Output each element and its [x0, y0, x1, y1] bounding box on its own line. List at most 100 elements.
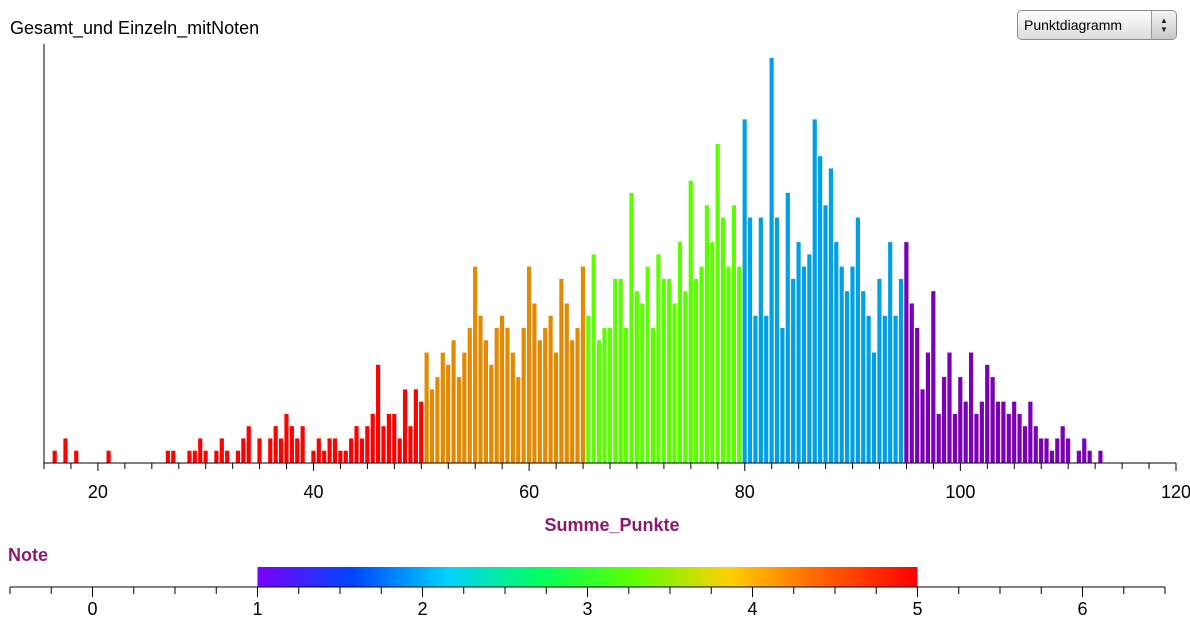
histogram-bar[interactable] — [225, 450, 230, 463]
histogram-bar[interactable] — [898, 278, 904, 463]
histogram-bar[interactable] — [392, 413, 397, 463]
histogram-bar[interactable] — [1039, 438, 1044, 463]
histogram-bar[interactable] — [516, 377, 521, 463]
histogram-bar[interactable] — [505, 328, 510, 463]
histogram-bar[interactable] — [257, 438, 262, 463]
histogram-bar[interactable] — [694, 278, 699, 463]
histogram-bar[interactable] — [855, 217, 860, 463]
histogram-bar[interactable] — [467, 328, 472, 463]
dropdown-stepper-arrows[interactable]: ▲ ▼ — [1151, 11, 1176, 39]
histogram-bar[interactable] — [1033, 426, 1038, 463]
histogram-bar[interactable] — [198, 438, 203, 463]
histogram-bar[interactable] — [1098, 450, 1103, 463]
histogram-bar[interactable] — [424, 352, 429, 463]
histogram-bar[interactable] — [591, 254, 596, 463]
histogram-bar[interactable] — [904, 242, 909, 463]
histogram-bar[interactable] — [370, 413, 375, 463]
chart-type-dropdown[interactable]: Punktdiagramm ▲ ▼ — [1017, 10, 1177, 40]
histogram-bar[interactable] — [553, 352, 559, 463]
histogram-bar[interactable] — [623, 328, 629, 463]
histogram-bar[interactable] — [688, 180, 693, 464]
histogram-bar[interactable] — [607, 328, 612, 463]
histogram-bar[interactable] — [1044, 438, 1049, 463]
histogram-bar[interactable] — [494, 328, 499, 463]
histogram-bar[interactable] — [413, 389, 418, 463]
histogram-bar[interactable] — [1049, 450, 1055, 463]
histogram-bar[interactable] — [402, 389, 408, 463]
histogram-bar[interactable] — [397, 438, 402, 463]
histogram-bar[interactable] — [758, 217, 763, 463]
histogram-bar[interactable] — [942, 377, 947, 463]
histogram-bar[interactable] — [440, 352, 445, 463]
histogram-bar[interactable] — [74, 450, 79, 463]
histogram-bar[interactable] — [235, 450, 241, 463]
histogram-bar[interactable] — [284, 413, 289, 463]
histogram-bar[interactable] — [629, 193, 634, 463]
histogram-bar[interactable] — [537, 340, 542, 463]
histogram-bar[interactable] — [737, 266, 742, 463]
histogram-bar[interactable] — [704, 205, 710, 463]
histogram-bar[interactable] — [834, 242, 839, 463]
histogram-bar[interactable] — [958, 377, 963, 463]
histogram-bar[interactable] — [807, 254, 812, 463]
histogram-bar[interactable] — [753, 315, 758, 463]
histogram-bar[interactable] — [419, 401, 424, 463]
histogram-bar[interactable] — [1006, 413, 1011, 463]
histogram-bar[interactable] — [456, 377, 462, 463]
histogram-bar[interactable] — [376, 364, 381, 463]
histogram-bar[interactable] — [785, 193, 790, 463]
histogram-bar[interactable] — [791, 278, 796, 463]
histogram-bar[interactable] — [580, 266, 586, 463]
histogram-bar[interactable] — [435, 377, 440, 463]
histogram-bar[interactable] — [462, 352, 467, 463]
histogram-bar[interactable] — [645, 266, 650, 463]
histogram-bar[interactable] — [925, 352, 931, 463]
histogram-bar[interactable] — [564, 303, 569, 463]
histogram-bar[interactable] — [893, 315, 898, 463]
histogram-bar[interactable] — [521, 328, 526, 463]
histogram-bar[interactable] — [559, 278, 564, 463]
histogram-bar[interactable] — [995, 401, 1001, 463]
histogram-bar[interactable] — [882, 315, 887, 463]
histogram-bar[interactable] — [952, 413, 957, 463]
histogram-bar[interactable] — [446, 364, 451, 463]
histogram-bar[interactable] — [920, 389, 925, 463]
histogram-bar[interactable] — [478, 315, 483, 463]
histogram-bar[interactable] — [947, 352, 952, 463]
histogram-bar[interactable] — [483, 340, 489, 463]
histogram-bar[interactable] — [672, 303, 677, 463]
histogram-bar[interactable] — [963, 401, 968, 463]
histogram-bar[interactable] — [979, 401, 984, 463]
histogram-bar[interactable] — [386, 413, 391, 463]
histogram-bar[interactable] — [381, 426, 386, 463]
histogram-bar[interactable] — [801, 266, 807, 463]
histogram-bar[interactable] — [1022, 426, 1028, 463]
histogram-bar[interactable] — [1055, 438, 1060, 463]
histogram-bar[interactable] — [203, 450, 208, 463]
histogram-bar[interactable] — [985, 364, 990, 463]
histogram-bar[interactable] — [327, 438, 332, 463]
histogram-bar[interactable] — [677, 242, 683, 463]
histogram-bar[interactable] — [219, 438, 224, 463]
histogram-bar[interactable] — [171, 450, 176, 463]
histogram-bar[interactable] — [818, 156, 823, 463]
histogram-bar[interactable] — [909, 303, 914, 463]
histogram-bar[interactable] — [661, 278, 666, 463]
histogram-bar[interactable] — [322, 450, 327, 463]
histogram-bar[interactable] — [618, 278, 623, 463]
histogram-bar[interactable] — [656, 254, 661, 463]
histogram-bar[interactable] — [640, 303, 645, 463]
histogram-bar[interactable] — [63, 438, 68, 463]
histogram-bar[interactable] — [268, 438, 273, 463]
histogram-bar[interactable] — [823, 205, 828, 463]
histogram-bar[interactable] — [602, 328, 607, 463]
histogram-bar[interactable] — [300, 426, 305, 463]
histogram-bar[interactable] — [715, 143, 720, 463]
histogram-bar[interactable] — [332, 438, 338, 463]
histogram-bar[interactable] — [543, 328, 548, 463]
histogram-bar[interactable] — [731, 205, 736, 463]
histogram-bar[interactable] — [214, 450, 219, 463]
histogram-bar[interactable] — [764, 315, 769, 463]
histogram-bar[interactable] — [866, 315, 871, 463]
histogram-bar[interactable] — [278, 438, 284, 463]
